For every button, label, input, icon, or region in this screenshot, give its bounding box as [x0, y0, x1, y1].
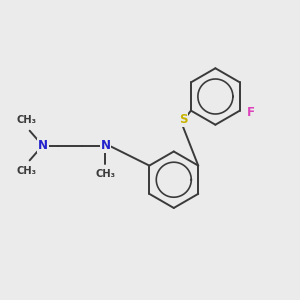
Text: S: S	[179, 113, 188, 126]
Text: CH₃: CH₃	[17, 166, 37, 176]
Text: N: N	[38, 139, 48, 152]
Text: CH₃: CH₃	[17, 115, 37, 125]
Text: CH₃: CH₃	[95, 169, 116, 179]
Text: N: N	[100, 139, 110, 152]
Text: F: F	[246, 106, 254, 118]
